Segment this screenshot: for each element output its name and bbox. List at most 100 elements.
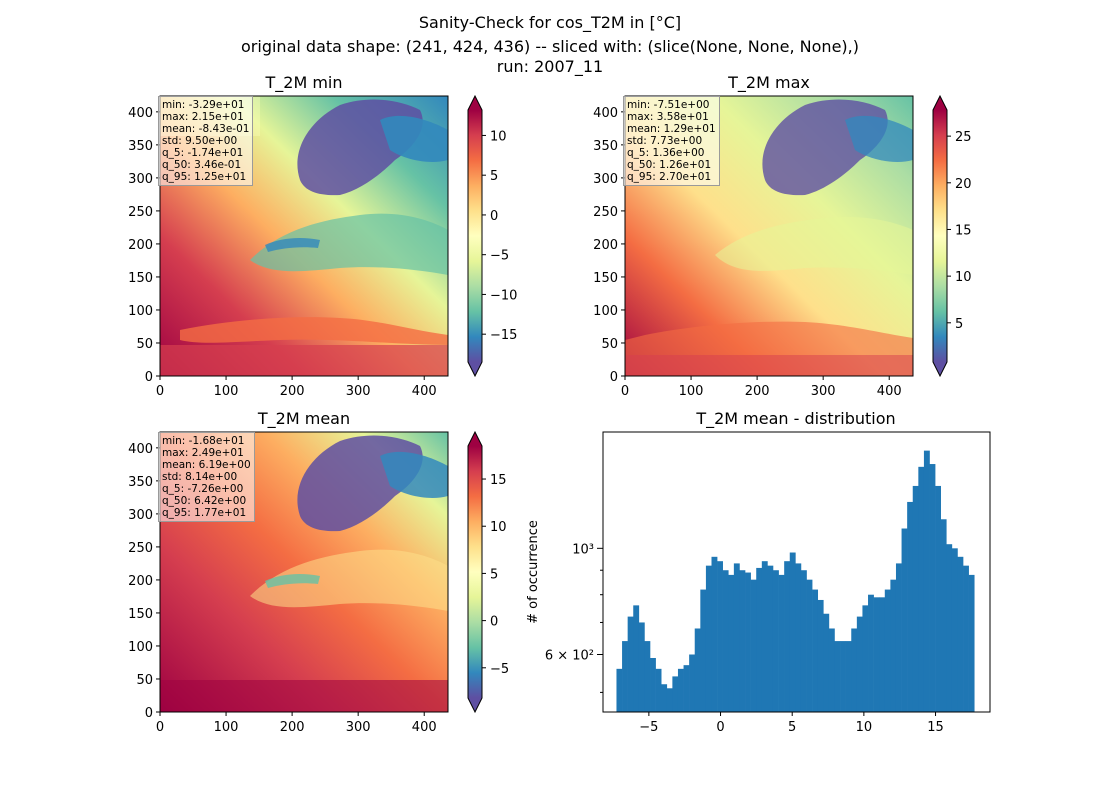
stat-line: mean: 1.29e+01 <box>627 123 716 135</box>
histogram-bar <box>650 657 656 712</box>
stat-line: min: -3.29e+01 <box>162 99 245 111</box>
stat-line: std: 9.50e+00 <box>162 135 238 147</box>
x-tick-label: 200 <box>280 384 305 399</box>
histogram-bar <box>951 548 958 712</box>
histogram-bar <box>789 552 796 712</box>
x-tick-label: 200 <box>280 720 305 735</box>
colorbar-tick-label: 5 <box>955 317 963 332</box>
histogram-bar <box>638 622 645 712</box>
colorbar-tick-label: 10 <box>955 270 972 285</box>
stat-line: q_5: -1.74e+01 <box>162 147 244 159</box>
hist-x-tick-label: 15 <box>927 720 944 735</box>
y-tick-label: 350 <box>128 475 153 490</box>
y-tick-label: 50 <box>136 673 153 688</box>
y-tick-label: 300 <box>128 508 153 523</box>
histogram-bar <box>840 641 846 712</box>
stat-line: q_50: 3.46e-01 <box>162 159 242 171</box>
colorbar-tick-label: 25 <box>955 130 972 145</box>
x-tick-label: 100 <box>679 384 704 399</box>
histogram-bar <box>940 519 947 712</box>
stat-line: q_95: 1.77e+01 <box>162 507 247 519</box>
histogram-bar <box>772 570 779 712</box>
figure-title-line-2: original data shape: (241, 424, 436) -- … <box>241 37 859 56</box>
histogram-bar <box>923 450 930 712</box>
colorbar-tick-label: 10 <box>490 129 507 144</box>
colorbar-tick-label: 5 <box>490 567 498 582</box>
y-tick-label: 0 <box>610 370 618 385</box>
y-tick-label: 100 <box>128 304 153 319</box>
x-tick-label: 0 <box>621 384 629 399</box>
x-tick-label: 0 <box>156 384 164 399</box>
histogram-bar <box>655 668 662 712</box>
y-tick-label: 200 <box>593 238 618 253</box>
colorbar-tick-label: 0 <box>490 209 498 224</box>
y-tick-label: 100 <box>128 640 153 655</box>
stats-box-max: min: -7.51e+00 max: 3.58e+01 mean: 1.29e… <box>623 96 720 186</box>
histogram-bar <box>879 597 886 712</box>
panel-mean <box>159 431 449 713</box>
histogram-bar <box>862 605 869 712</box>
stat-line: mean: 6.19e+00 <box>162 459 251 471</box>
stat-line: q_5: -7.26e+00 <box>162 483 244 495</box>
x-tick-label: 100 <box>214 720 239 735</box>
histogram-bar <box>622 641 628 712</box>
y-tick-label: 0 <box>145 370 153 385</box>
hist-x-tick-label: 0 <box>716 720 724 735</box>
histogram-bar <box>912 485 919 712</box>
y-tick-label: 250 <box>128 541 153 556</box>
y-tick-label: 250 <box>593 205 618 220</box>
hist-x-tick-label: 5 <box>788 720 796 735</box>
histogram-bar <box>616 668 623 712</box>
stat-line: mean: -8.43e-01 <box>162 123 250 135</box>
colorbar-tick-label: 5 <box>490 169 498 184</box>
histogram-bar <box>823 613 830 712</box>
stat-line: q_50: 6.42e+00 <box>162 495 247 507</box>
colorbar-tick-label: 10 <box>490 520 507 535</box>
stat-line: std: 8.14e+00 <box>162 471 238 483</box>
y-tick-label: 150 <box>128 271 153 286</box>
histogram-bar <box>884 589 891 712</box>
colorbar-min <box>467 94 483 378</box>
histogram-bar <box>895 563 902 712</box>
panel-title-min: T_2M min <box>264 73 342 93</box>
histogram-bar <box>817 599 824 712</box>
colorbar-tick-label: −15 <box>490 328 517 343</box>
histogram-bar <box>968 574 975 712</box>
histogram-bar <box>739 570 746 712</box>
y-tick-label: 400 <box>128 442 153 457</box>
stat-line: q_95: 2.70e+01 <box>627 171 712 183</box>
histogram-bar <box>672 676 679 712</box>
histogram-bar <box>856 616 863 712</box>
figure-title-line-3: run: 2007_11 <box>496 57 604 76</box>
histogram-bar <box>901 528 908 712</box>
histogram-bar <box>795 563 802 712</box>
x-tick-label: 0 <box>156 720 164 735</box>
y-tick-label: 150 <box>593 271 618 286</box>
panel-title-mean: T_2M mean <box>257 409 350 429</box>
histogram-bar <box>918 466 925 712</box>
y-tick-label: 200 <box>128 574 153 589</box>
panel-title-max: T_2M max <box>727 73 810 93</box>
y-tick-label: 200 <box>128 238 153 253</box>
histogram-bar <box>733 563 740 712</box>
histogram-bar <box>784 561 791 712</box>
histogram-bar <box>890 579 897 712</box>
histogram-bar <box>851 628 858 712</box>
histogram-bar <box>644 641 651 712</box>
stats-box-mean: min: -1.68e+01 max: 2.49e+01 mean: 6.19e… <box>158 432 255 522</box>
colorbar-tick-label: −5 <box>490 249 509 264</box>
hist-x-tick-label: −5 <box>639 720 658 735</box>
histogram-bar <box>700 589 707 712</box>
y-tick-label: 0 <box>145 706 153 721</box>
histogram-bar <box>873 597 880 712</box>
histogram-bar <box>806 579 813 712</box>
histogram-bar <box>756 567 763 712</box>
x-tick-label: 300 <box>346 720 371 735</box>
histogram-bar <box>761 561 768 712</box>
histogram-bars <box>616 450 975 712</box>
histogram-bar <box>868 594 874 712</box>
histogram-bar <box>963 565 969 712</box>
histogram-title: T_2M mean - distribution <box>695 409 895 429</box>
histogram-bar <box>907 501 914 712</box>
hist-y-tick-label: 10³ <box>572 542 594 557</box>
